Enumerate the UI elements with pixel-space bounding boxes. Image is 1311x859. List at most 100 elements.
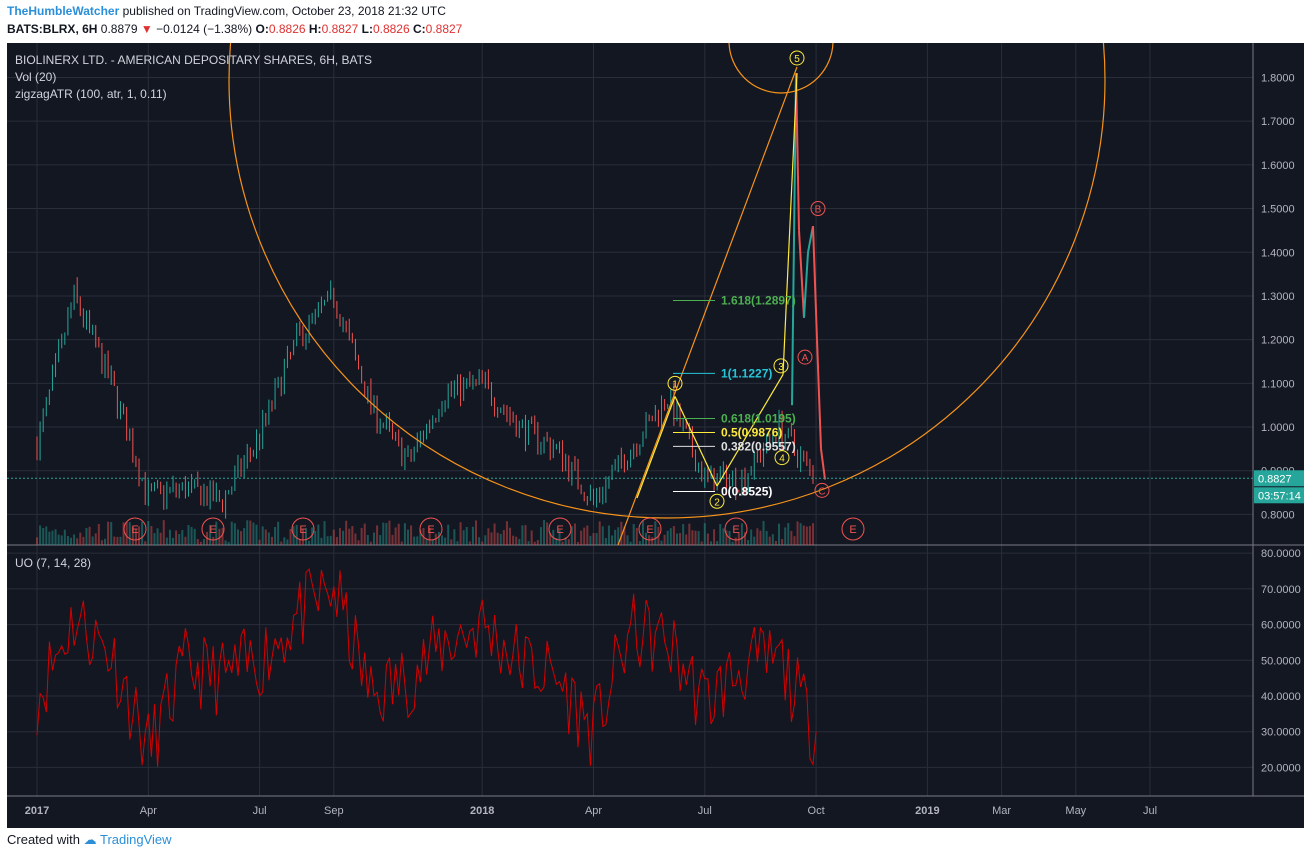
volume-bar: [614, 529, 617, 545]
wave-label-circle: [810, 201, 826, 217]
wave-line: [674, 396, 718, 487]
volume-bar: [623, 526, 626, 545]
chart-title: BIOLINERX LTD. - AMERICAN DEPOSITARY SHA…: [15, 53, 372, 67]
volume-bar: [651, 537, 654, 545]
volume-bar: [79, 532, 82, 545]
volume-bar: [502, 530, 505, 545]
price-axis-tick: 1.4000: [1261, 247, 1295, 259]
volume-bar: [172, 537, 175, 545]
price-axis-tick: 1.1000: [1261, 378, 1295, 390]
created-with-text: Created with: [7, 832, 80, 847]
volume-bar: [73, 534, 76, 545]
volume-bar: [345, 520, 348, 545]
volume-bar: [51, 530, 54, 545]
price-axis-tick: 1.3000: [1261, 291, 1295, 303]
volume-bar: [212, 536, 215, 545]
volume-bar: [335, 537, 338, 545]
volume-bar: [481, 541, 484, 545]
tradingview-link[interactable]: TradingView: [100, 832, 172, 847]
open-label: O:: [255, 22, 269, 36]
volume-bar: [311, 527, 314, 545]
volume-bar: [193, 528, 196, 545]
earnings-marker: E: [732, 524, 739, 536]
close-value: 0.8827: [425, 22, 463, 36]
tradingview-cloud-icon: ☁: [83, 832, 97, 847]
volume-bar: [753, 536, 756, 545]
volume-bar: [286, 539, 289, 545]
fib-level-label: 1.618(1.2897): [721, 293, 796, 307]
earnings-marker-circle: [841, 517, 865, 541]
volume-bar: [444, 537, 447, 545]
earnings-markers: [123, 517, 865, 541]
volume-bar: [475, 520, 478, 545]
volume-bar: [808, 525, 811, 545]
earnings-marker: E: [556, 524, 563, 536]
price-axis-tick: 1.8000: [1261, 72, 1295, 84]
volume-bar: [397, 523, 400, 545]
volume-bar: [536, 540, 539, 545]
volume-bar: [700, 541, 703, 545]
volume-bar: [768, 536, 771, 545]
earnings-marker: E: [849, 524, 856, 536]
author-link[interactable]: TheHumbleWatcher: [7, 4, 120, 18]
volume-bar: [159, 532, 162, 545]
price-axis-tick: 1.2000: [1261, 335, 1295, 347]
volume-bar: [372, 532, 375, 545]
volume-bar: [577, 541, 580, 545]
volume-bar: [42, 528, 45, 545]
chart-area[interactable]: 1.618(1.2897) 1(1.1227) 0.618(1.0195) 0.5(0…: [7, 43, 1304, 828]
high-value: 0.8827: [321, 22, 359, 36]
volume-bar: [277, 521, 280, 545]
wave-label-circle: [709, 493, 725, 509]
volume-bar: [781, 539, 784, 545]
volume-bar: [264, 529, 267, 545]
price-axis-tick: 1.6000: [1261, 160, 1295, 172]
volume-bar: [496, 532, 499, 545]
wave-labels: [667, 50, 830, 509]
volume-bar: [669, 528, 672, 545]
volume-bar: [549, 532, 552, 545]
wave-label-5: 5: [794, 54, 800, 65]
volume-bar: [787, 523, 790, 545]
wave-label-circle: [814, 482, 830, 498]
time-axis-tick: Jul: [253, 805, 267, 817]
volume-bar: [369, 541, 372, 545]
volume-bar: [240, 531, 243, 545]
volume-bar: [326, 536, 329, 545]
volume-bar: [725, 530, 728, 545]
volume-bar: [332, 529, 335, 545]
low-value: 0.8826: [372, 22, 410, 36]
volume-bar: [490, 532, 493, 545]
fib-levels: [673, 299, 715, 492]
volume-bar: [737, 532, 740, 545]
chart-svg[interactable]: 1.618(1.2897) 1(1.1227) 0.618(1.0195)0.5(0…: [7, 43, 1304, 828]
fib-level-label: 0.5(0.9876): [721, 425, 782, 439]
volume-bar: [267, 532, 270, 545]
time-axis-tick: Jul: [698, 805, 712, 817]
volume-bar: [366, 534, 369, 545]
volume-bar: [243, 528, 246, 545]
wave-line: [716, 374, 784, 487]
volume-bar: [626, 535, 629, 545]
volume-bar: [39, 525, 42, 545]
uo-axis-tick: 20.0000: [1261, 762, 1301, 774]
volume-bar: [805, 526, 808, 545]
earnings-marker: E: [299, 524, 306, 536]
volume-bar: [323, 521, 326, 545]
volume-bar: [116, 536, 119, 545]
volume-bar: [589, 535, 592, 545]
volume-bar: [385, 522, 388, 545]
wave-label-1: 1: [672, 379, 678, 390]
volume-bar: [162, 520, 165, 545]
volume-bar: [484, 535, 487, 545]
volume-bar: [233, 523, 236, 545]
time-axis-tick: 2019: [915, 805, 939, 817]
volume-bar: [413, 536, 416, 545]
uo-axis-tick: 60.0000: [1261, 620, 1301, 632]
high-label: H:: [308, 22, 322, 36]
earnings-marker-circle: [123, 517, 147, 541]
volume-bar: [360, 527, 363, 545]
volume-bar: [394, 527, 397, 545]
volume-bar: [314, 530, 317, 545]
volume-bar: [246, 520, 249, 545]
